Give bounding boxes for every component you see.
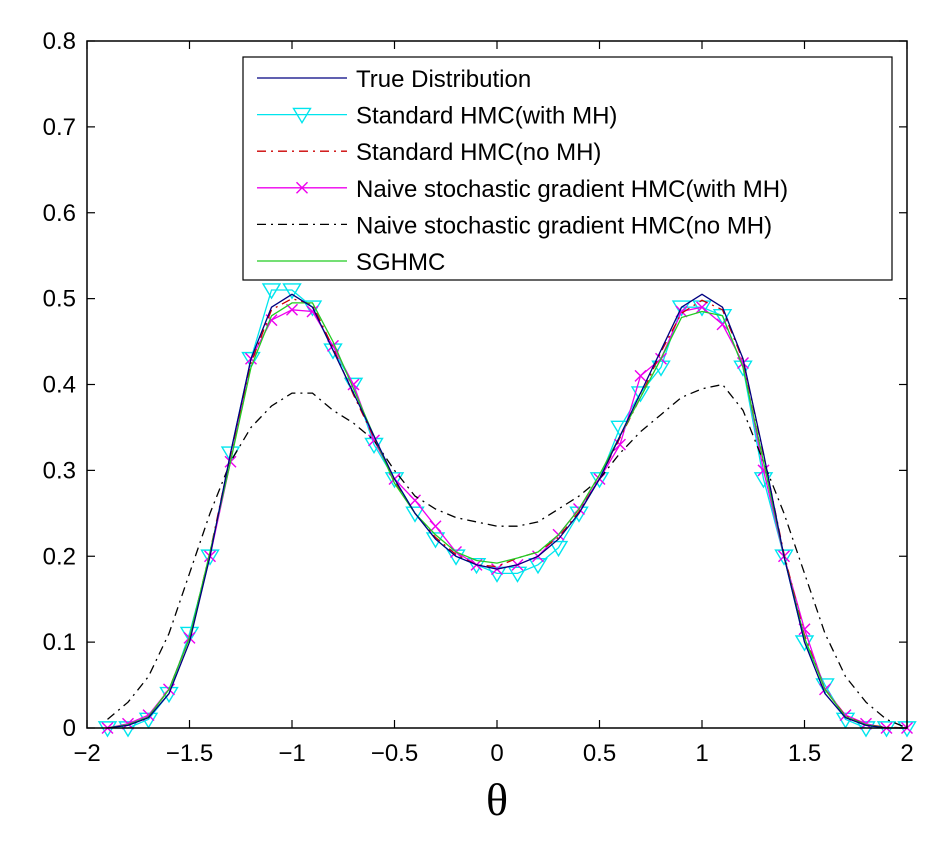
y-tick-label: 0.4: [43, 372, 76, 399]
legend-entry: Naive stochastic gradient HMC(no MH): [257, 212, 772, 239]
series-line: [107, 383, 908, 729]
marker-x: [409, 494, 421, 507]
marker-triangle: [528, 558, 548, 575]
legend-label: Naive stochastic gradient HMC(no MH): [356, 212, 772, 239]
legend-entry: Standard HMC(no MH): [257, 139, 601, 166]
legend-entry: SGHMC: [257, 249, 445, 276]
marker-triangle: [138, 712, 159, 729]
x-tick-label: −1: [278, 740, 305, 767]
marker-triangle: [589, 472, 610, 489]
series-line: [107, 293, 907, 729]
y-tick-label: 0.2: [43, 543, 76, 570]
series-1: [97, 283, 917, 738]
marker-triangle: [384, 472, 405, 489]
legend-entry: Standard HMC(with MH): [257, 103, 617, 130]
legend-items: True Distribution Standard HMC(with MH) St…: [257, 66, 788, 276]
marker-triangle: [835, 712, 856, 729]
x-tick-label: 0: [490, 740, 503, 767]
marker-triangle: [856, 721, 876, 738]
legend-entry: True Distribution: [257, 66, 531, 93]
y-tick-label: 0.7: [43, 114, 76, 141]
x-tick-label: 1.5: [788, 740, 821, 767]
series-0: [107, 293, 907, 729]
marker-x: [716, 318, 729, 331]
x-tick-label: 2: [900, 740, 913, 767]
x-tick-label: −2: [73, 740, 100, 767]
legend: True Distribution Standard HMC(with MH) St…: [242, 56, 893, 281]
series-3: [101, 301, 913, 734]
y-tick-label: 0.1: [43, 629, 76, 656]
x-tick-label: 0.5: [583, 740, 616, 767]
marker-x: [614, 438, 626, 451]
series-5: [107, 302, 907, 729]
legend-label: SGHMC: [356, 249, 445, 276]
y-tick-label: 0.5: [43, 286, 76, 313]
marker-triangle: [548, 540, 569, 558]
marker-triangle: [630, 386, 651, 403]
marker-x: [296, 181, 308, 194]
tick-layer: −2 −1.5 −1 −0.5 0 0.5 1 1.5 2 0 0.1 0.2 0.3 0.4 0.5 0.6…: [43, 28, 914, 767]
marker-x: [286, 303, 298, 316]
marker-triangle: [118, 721, 138, 738]
marker-triangle: [876, 721, 897, 738]
marker-triangle: [487, 566, 507, 583]
marker-triangle: [425, 532, 446, 549]
series-line: [107, 289, 907, 729]
marker-triangle: [446, 549, 466, 566]
series-layer: [97, 283, 917, 738]
legend-label: Naive stochastic gradient HMC(with MH): [356, 176, 788, 203]
legend-label: Standard HMC(with MH): [356, 103, 617, 130]
y-tick-label: 0.8: [43, 28, 76, 55]
marker-triangle: [405, 506, 425, 523]
x-tick-label: −0.5: [371, 740, 418, 767]
legend-label: True Distribution: [356, 66, 531, 93]
marker-x: [696, 301, 708, 314]
marker-x: [634, 369, 647, 382]
marker-triangle: [97, 721, 118, 738]
x-tick-label: −1.5: [166, 740, 213, 767]
x-tick-label: 1: [695, 740, 708, 767]
y-tick-label: 0.6: [43, 200, 76, 227]
legend-box: [242, 56, 893, 281]
y-tick-label: 0: [63, 715, 76, 742]
marker-triangle: [774, 549, 794, 566]
series-4: [107, 383, 908, 729]
series-line: [107, 306, 907, 729]
marker-triangle: [261, 283, 282, 300]
series-line: [107, 297, 908, 729]
series-2: [107, 297, 908, 729]
legend-entry: Naive stochastic gradient HMC(with MH): [257, 176, 788, 203]
marker-triangle: [241, 351, 261, 369]
marker-triangle: [292, 107, 312, 125]
y-tick-label: 0.3: [43, 457, 76, 484]
marker-triangle: [507, 566, 528, 583]
marker-triangle: [282, 283, 302, 300]
legend-label: Standard HMC(no MH): [356, 139, 601, 166]
marker-triangle: [651, 360, 671, 377]
x-axis-label: θ: [486, 774, 508, 825]
marker-x: [429, 520, 442, 533]
series-line: [107, 302, 907, 729]
